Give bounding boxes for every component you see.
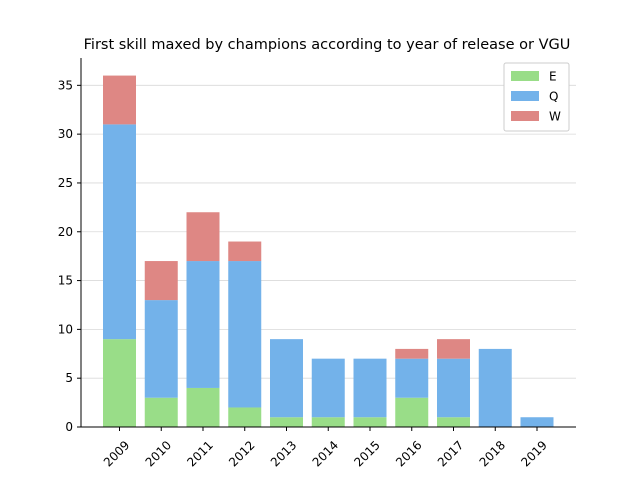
x-tick-label: 2009 bbox=[101, 438, 132, 469]
x-tick-label: 2017 bbox=[435, 438, 466, 469]
y-tick-label: 35 bbox=[58, 78, 73, 92]
bar-W-2009 bbox=[103, 75, 136, 125]
chart-title: First skill maxed by champions according… bbox=[84, 37, 571, 53]
y-axis-ticks: 0 5 10 15 20 25 30 35 bbox=[58, 78, 81, 434]
legend-swatch-W bbox=[511, 111, 539, 121]
legend-label-Q: Q bbox=[549, 90, 558, 104]
bar-Q-2014 bbox=[311, 358, 345, 418]
bar-Q-2013 bbox=[270, 339, 303, 418]
bars bbox=[103, 75, 554, 427]
bar-Q-2016 bbox=[395, 358, 429, 398]
y-tick-label: 15 bbox=[58, 274, 73, 288]
y-tick-label: 30 bbox=[58, 127, 73, 141]
x-tick-label: 2015 bbox=[351, 438, 382, 469]
bar-W-2016 bbox=[395, 348, 429, 359]
y-tick-label: 0 bbox=[65, 420, 73, 434]
y-tick-label: 20 bbox=[58, 225, 73, 239]
bar-Q-2017 bbox=[437, 358, 470, 418]
y-tick-label: 25 bbox=[58, 176, 73, 190]
bar-E-2012 bbox=[228, 407, 262, 427]
legend: EQW bbox=[503, 62, 570, 132]
bar-Q-2012 bbox=[228, 261, 262, 408]
legend-label-W: W bbox=[549, 110, 561, 124]
bar-W-2017 bbox=[437, 339, 470, 359]
bar-E-2015 bbox=[353, 417, 387, 427]
legend-swatch-Q bbox=[511, 91, 539, 101]
x-tick-label: 2014 bbox=[310, 438, 341, 469]
x-tick-label: 2019 bbox=[518, 438, 549, 469]
x-tick-label: 2010 bbox=[143, 438, 174, 469]
x-tick-label: 2012 bbox=[226, 438, 257, 469]
bar-W-2011 bbox=[186, 212, 220, 262]
legend-swatch-E bbox=[511, 71, 539, 81]
bar-Q-2011 bbox=[186, 261, 220, 388]
y-tick-label: 5 bbox=[65, 371, 73, 385]
legend-label-E: E bbox=[549, 70, 557, 84]
bar-Q-2018 bbox=[478, 348, 512, 427]
bar-E-2017 bbox=[437, 417, 470, 427]
x-tick-label: 2016 bbox=[393, 438, 424, 469]
x-tick-label: 2013 bbox=[268, 438, 299, 469]
bar-E-2011 bbox=[186, 387, 220, 427]
x-tick-label: 2011 bbox=[184, 438, 215, 469]
bar-Q-2019 bbox=[520, 417, 554, 427]
bar-E-2009 bbox=[103, 339, 136, 427]
bar-E-2010 bbox=[144, 397, 178, 427]
bar-E-2016 bbox=[395, 397, 429, 427]
bar-E-2014 bbox=[311, 417, 345, 427]
x-tick-label: 2018 bbox=[477, 438, 508, 469]
x-axis-ticks: 2009 2010 2011 2012 2013 2014 2015 2016 2017 2018… bbox=[101, 427, 550, 470]
bar-E-2013 bbox=[270, 417, 303, 427]
bar-W-2012 bbox=[228, 241, 262, 262]
bar-Q-2015 bbox=[353, 358, 387, 418]
bar-W-2010 bbox=[144, 261, 178, 301]
y-tick-label: 10 bbox=[58, 322, 73, 336]
bar-Q-2010 bbox=[144, 300, 178, 398]
bar-Q-2009 bbox=[103, 124, 136, 340]
